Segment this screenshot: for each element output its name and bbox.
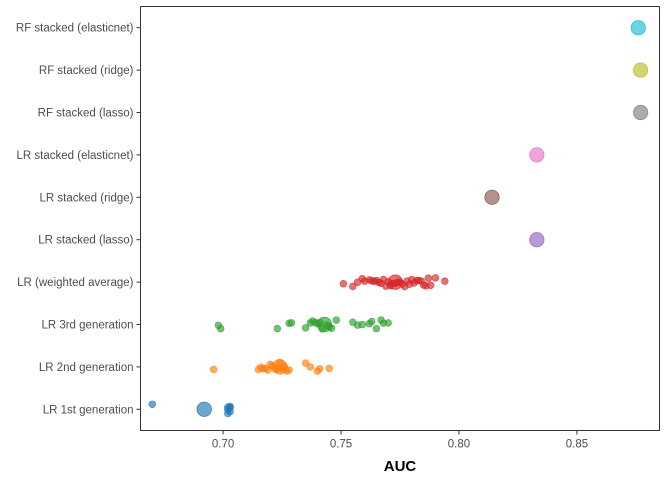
data-point <box>316 365 324 373</box>
data-point <box>148 400 156 409</box>
y-axis: LR 1st generation LR 2nd generation LR 3rd… <box>16 23 141 416</box>
data-point <box>424 274 433 282</box>
data-point <box>372 324 381 333</box>
summary-point <box>316 316 333 333</box>
data-point <box>384 319 392 327</box>
y-tick-label: LR stacked (lasso) <box>38 235 133 247</box>
y-tick-label: LR stacked (ridge) <box>40 192 134 204</box>
x-tick-label: 0.75 <box>330 439 352 451</box>
summary-point <box>633 62 649 78</box>
data-point <box>339 280 348 288</box>
y-tick-label: RF stacked (ridge) <box>39 65 134 77</box>
summary-point <box>196 401 212 417</box>
summary-point <box>633 104 649 121</box>
x-axis: 0.70 0.75 0.80 0.85 <box>212 430 588 451</box>
y-tick-label: LR 1st generation <box>43 404 134 416</box>
data-points <box>148 20 649 418</box>
data-point <box>332 316 341 324</box>
y-tick-label: RF stacked (elasticnet) <box>16 23 134 35</box>
summary-point <box>387 274 403 290</box>
y-tick-label: LR stacked (elasticnet) <box>17 150 134 162</box>
x-tick-label: 0.85 <box>566 439 588 451</box>
y-tick-label: LR (weighted average) <box>17 277 134 289</box>
data-point <box>358 320 366 329</box>
summary-point <box>272 359 288 375</box>
y-tick-label: LR 3rd generation <box>41 320 133 332</box>
data-point <box>349 282 357 291</box>
summary-point <box>529 232 545 248</box>
data-point <box>273 324 282 333</box>
data-point <box>209 365 218 374</box>
data-point <box>441 277 449 285</box>
x-tick-label: 0.70 <box>212 439 234 451</box>
data-point <box>226 403 234 412</box>
data-point <box>306 363 315 371</box>
summary-point <box>484 189 500 205</box>
summary-point <box>529 147 545 163</box>
summary-point <box>630 20 646 36</box>
y-tick-label: RF stacked (lasso) <box>38 108 134 120</box>
data-point <box>287 319 296 327</box>
x-tick-label: 0.80 <box>448 439 470 451</box>
data-point <box>217 324 225 333</box>
data-point <box>426 281 435 289</box>
data-point <box>431 274 440 282</box>
data-point <box>367 317 376 326</box>
panel-border <box>140 6 660 431</box>
x-axis-title: AUC <box>384 458 417 475</box>
data-point <box>325 364 333 373</box>
data-point <box>301 359 310 367</box>
y-tick-label: LR 2nd generation <box>39 362 134 374</box>
data-point <box>301 324 310 332</box>
